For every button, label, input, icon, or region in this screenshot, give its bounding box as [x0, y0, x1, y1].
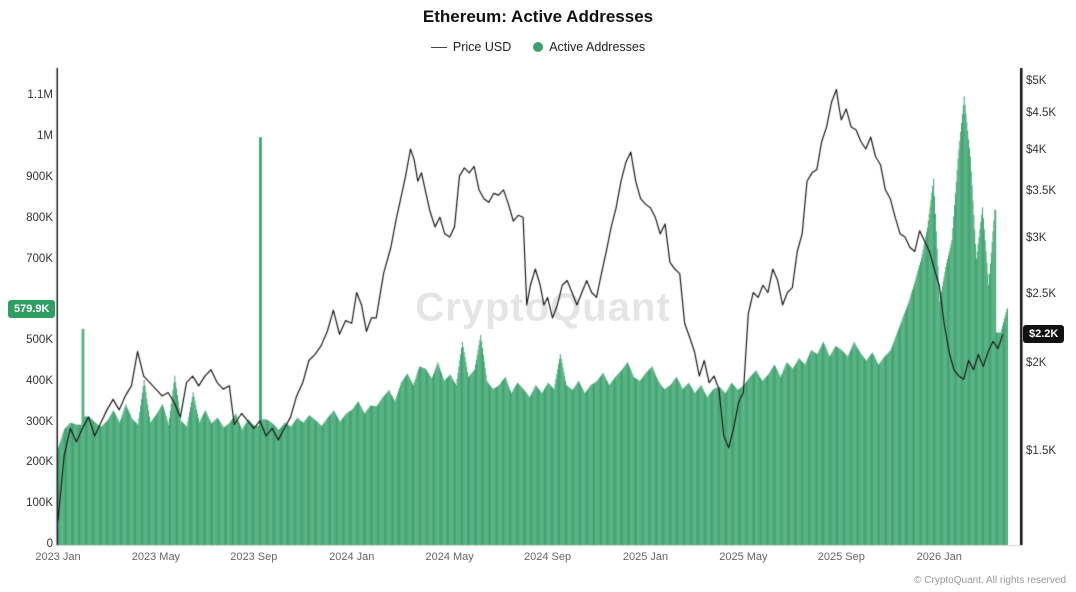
active-addresses-dot-icon	[533, 42, 544, 52]
x-axis-tick-label: 2026 Jan	[916, 551, 962, 563]
x-axis-tick-label: 2024 Jan	[329, 551, 375, 563]
legend-label-active-addresses: Active Addresses	[549, 40, 646, 54]
right-axis-tick-label: $2K	[1026, 356, 1047, 369]
current-active-addresses-badge: 579.9K	[8, 299, 56, 318]
left-axis-tick-label: 800K	[26, 211, 53, 224]
right-axis-tick-label: $4.5K	[1026, 107, 1057, 120]
x-axis-tick-label: 2025 May	[719, 551, 768, 563]
copyright-notice: © CryptoQuant. All rights reserved	[914, 575, 1066, 586]
left-axis-tick-label: 1M	[37, 130, 53, 143]
legend: Price USD Active Addresses	[0, 40, 1076, 54]
left-axis-tick-label: 700K	[26, 252, 53, 265]
right-axis-tick-label: $5K	[1026, 74, 1047, 87]
x-axis-tick-label: 2024 May	[425, 551, 474, 563]
page-title: Ethereum: Active Addresses	[422, 7, 654, 26]
left-axis-tick-label: 400K	[26, 374, 53, 387]
price-line-swatch-icon	[430, 46, 447, 48]
left-axis-tick-label: 300K	[26, 415, 53, 428]
right-axis-tick-label: $4K	[1026, 143, 1047, 156]
right-axis-tick-label: $2.5K	[1026, 287, 1057, 300]
legend-item-price[interactable]: Price USD	[430, 40, 512, 54]
legend-item-active-addresses[interactable]: Active Addresses	[533, 40, 645, 54]
x-axis-tick-label: 2024 Sep	[524, 551, 572, 563]
x-axis-tick-label: 2023 May	[131, 551, 181, 563]
x-axis-tick-label: 2023 Sep	[230, 551, 278, 563]
x-axis-tick-label: 2023 Jan	[35, 551, 81, 563]
right-axis-tick-label: $3.5K	[1026, 184, 1057, 197]
x-axis-tick-label: 2025 Jan	[622, 551, 669, 563]
legend-label-price: Price USD	[452, 40, 512, 54]
left-axis-tick-label: 1.1M	[27, 89, 53, 102]
left-axis-tick-label: 100K	[26, 497, 53, 510]
left-axis-tick-label: 0	[46, 538, 53, 550]
right-axis-tick-label: $1.5K	[1026, 444, 1057, 457]
left-axis-tick-label: 900K	[26, 171, 53, 184]
current-price-badge: $2.2K	[1023, 325, 1065, 344]
x-axis-tick-label: 2025 Sep	[817, 551, 865, 563]
right-axis-tick-label: $3K	[1026, 231, 1047, 244]
left-axis-tick-label: 500K	[26, 334, 53, 347]
left-axis-tick-label: 200K	[26, 456, 53, 469]
